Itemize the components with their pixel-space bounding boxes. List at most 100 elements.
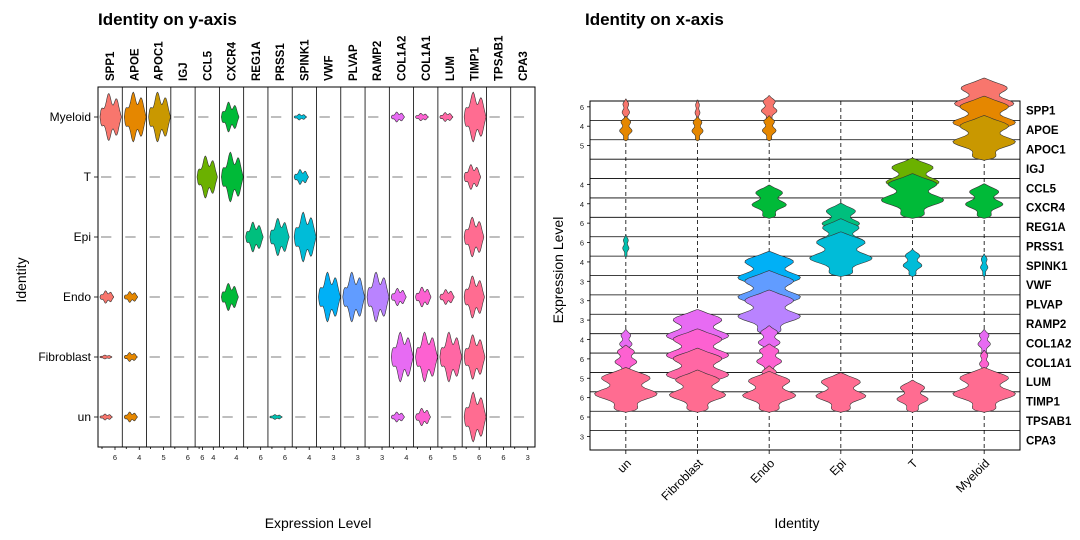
right-violin-col1a2-endo <box>757 325 781 355</box>
left-tick-label: 3 <box>380 453 384 462</box>
left-gene-label-col1a2: COL1A2 <box>396 36 408 81</box>
left-violin-vwf-endo <box>318 271 341 323</box>
right-y-tick-label: 4 <box>580 122 584 131</box>
left-violin-timp1-myeloid <box>463 91 487 143</box>
left-gene-label-reg1a: REG1A <box>251 41 263 81</box>
right-gene-label-vwf: VWF <box>1026 280 1052 292</box>
left-violin-plvap-endo <box>342 271 365 323</box>
left-gene-label-igj: IGJ <box>178 62 190 81</box>
left-violin-cxcr4-t <box>221 151 244 203</box>
left-violin-prss1-epi <box>269 217 290 257</box>
right-violin-prss1-un <box>622 234 630 258</box>
left-violin-ccl5-t <box>196 155 218 199</box>
right-violin-col1a1-un <box>614 344 638 374</box>
left-tick-label: 6 <box>200 453 204 462</box>
right-y-tick-label: 6 <box>580 219 584 228</box>
left-violin-spink1-epi <box>293 211 317 263</box>
right-y-tick-label: 6 <box>580 355 584 364</box>
left-gene-label-plvap: PLVAP <box>348 44 360 81</box>
left-violin-col1a2-fibroblast <box>391 331 414 383</box>
left-tick-label: 6 <box>501 453 505 462</box>
left-violin-spp1-fibroblast <box>99 354 113 360</box>
left-gene-label-spink1: SPINK1 <box>299 39 311 81</box>
left-violin-timp1-endo <box>463 275 485 319</box>
left-tick-label: 4 <box>404 453 408 462</box>
right-y-tick-label: 4 <box>580 258 584 267</box>
left-violin-spink1-myeloid <box>293 113 307 121</box>
left-tick-label: 6 <box>113 453 117 462</box>
right-gene-label-prss1: PRSS1 <box>1026 241 1064 253</box>
left-violin-spp1-un <box>99 413 113 421</box>
left-tick-label: 6 <box>283 453 287 462</box>
left-tick-label: 5 <box>161 453 165 462</box>
left-violin-lum-myeloid <box>439 112 454 122</box>
left-violin-timp1-un <box>463 391 487 443</box>
right-identity-label-t: T <box>906 456 922 472</box>
right-identity-label-un: un <box>615 456 634 475</box>
right-y-axis-label: Expression Level <box>550 217 566 324</box>
right-identity-label-epi: Epi <box>827 456 849 478</box>
right-violin-col1a2-myeloid <box>977 329 991 355</box>
right-y-tick-label: 5 <box>580 374 584 383</box>
left-violin-cxcr4-myeloid <box>221 101 240 133</box>
right-gene-label-plvap: PLVAP <box>1026 300 1063 312</box>
right-y-tick-label: 3 <box>580 277 584 286</box>
right-y-tick-label: 4 <box>580 200 584 209</box>
left-violin-timp1-epi <box>463 216 485 258</box>
left-tick-label: 3 <box>331 453 335 462</box>
right-y-tick-label: 3 <box>580 432 584 441</box>
left-violin-reg1a-epi <box>245 221 264 253</box>
left-gene-label-prss1: PRSS1 <box>275 43 287 81</box>
right-y-tick-label: 3 <box>580 297 584 306</box>
left-tick-label: 6 <box>429 453 433 462</box>
right-y-tick-label: 4 <box>580 180 584 189</box>
right-violin-apoe-fibroblast <box>691 116 704 142</box>
left-tick-label: 4 <box>234 453 238 462</box>
right-violin-timp1-epi <box>815 372 867 413</box>
left-tick-label: 4 <box>307 453 311 462</box>
right-violin-timp1-fibroblast <box>668 369 727 413</box>
right-gene-label-ramp2: RAMP2 <box>1026 319 1066 331</box>
right-y-tick-label: 6 <box>580 413 584 422</box>
right-gene-label-spp1: SPP1 <box>1026 106 1056 118</box>
left-violin-timp1-fibroblast <box>463 334 486 380</box>
right-gene-label-cpa3: CPA3 <box>1026 435 1056 447</box>
left-identity-label-un: un <box>78 410 91 424</box>
left-violin-col1a1-endo <box>415 286 432 308</box>
left-tick-label: 5 <box>453 453 457 462</box>
left-gene-label-cpa3: CPA3 <box>518 51 530 81</box>
right-violin-timp1-un <box>594 367 658 413</box>
left-gene-label-ramp2: RAMP2 <box>372 41 384 81</box>
left-identity-label-endo: Endo <box>63 290 91 304</box>
left-tick-label: 4 <box>211 453 215 462</box>
right-y-tick-label: 6 <box>580 103 584 112</box>
right-gene-label-col1a2: COL1A2 <box>1026 338 1071 350</box>
right-violin-timp1-t <box>896 379 929 413</box>
right-gene-label-lum: LUM <box>1026 377 1051 389</box>
left-identity-label-myeloid: Myeloid <box>50 110 91 124</box>
left-gene-label-spp1: SPP1 <box>105 51 117 81</box>
left-gene-label-apoc1: APOC1 <box>154 41 166 81</box>
left-violin-spp1-endo <box>99 290 114 304</box>
right-identity-label-fibroblast: Fibroblast <box>658 456 706 504</box>
right-violin-cxcr4-myeloid <box>965 183 1004 219</box>
left-tick-label: 3 <box>526 453 530 462</box>
left-gene-label-ccl5: CCL5 <box>202 50 214 81</box>
left-violin-col1a1-myeloid <box>415 112 429 122</box>
right-violin-cxcr4-endo <box>751 184 787 219</box>
left-violin-apoe-myeloid <box>124 91 147 143</box>
right-violin-apoe-endo <box>761 115 777 142</box>
right-violin-col1a2-un <box>619 329 633 355</box>
right-gene-label-ccl5: CCL5 <box>1026 183 1057 195</box>
left-identity-label-fibroblast: Fibroblast <box>38 350 91 364</box>
left-violin-col1a2-endo <box>391 287 407 307</box>
left-tick-label: 6 <box>477 453 481 462</box>
left-violin-col1a1-un <box>415 407 431 427</box>
right-y-tick-label: 3 <box>580 316 584 325</box>
left-violin-lum-endo <box>439 289 455 305</box>
right-chart-title: Identity on x-axis <box>585 10 724 29</box>
right-violin-apoe-un <box>619 116 633 142</box>
left-gene-label-col1a1: COL1A1 <box>421 35 433 81</box>
